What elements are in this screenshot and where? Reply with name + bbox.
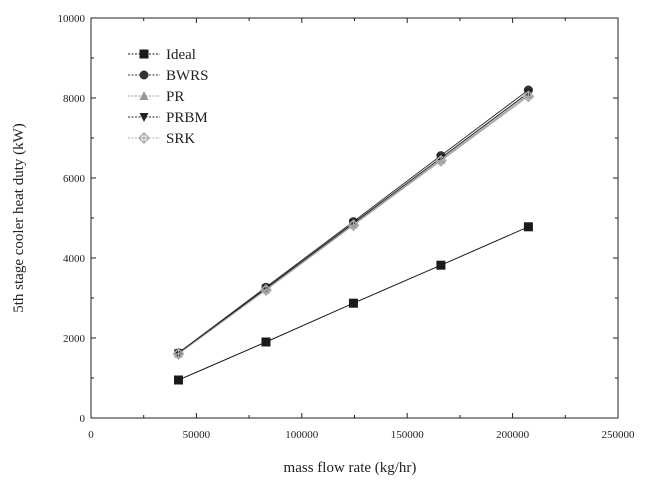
x-tick-label: 100000 [285, 429, 319, 441]
data-point-srk-outline [522, 90, 535, 103]
legend-marker-pr [139, 91, 149, 100]
data-point-srk [259, 284, 272, 296]
data-point-srk [522, 90, 535, 103]
y-axis-title: 5th stage cooler heat duty (kW) [11, 123, 27, 313]
data-point-ideal [348, 298, 358, 308]
legend-item-ideal: Ideal [128, 47, 196, 63]
legend-marker-srk [138, 132, 150, 144]
y-tick-label: 6000 [63, 173, 86, 185]
legend-item-pr: PR [128, 89, 184, 105]
series-ideal [173, 222, 533, 385]
y-tick-label: 4000 [63, 253, 86, 265]
series-layer [172, 85, 535, 385]
x-tick-label: 250000 [602, 429, 636, 441]
data-point-srk-outline [347, 219, 360, 232]
legend-marker-bwrs [139, 70, 149, 80]
legend-item-srk: SRK [128, 131, 195, 147]
legend-label-pr: PR [166, 89, 184, 105]
data-point-ideal [436, 260, 446, 270]
legend-label-bwrs: BWRS [166, 68, 209, 84]
data-point-srk [434, 154, 447, 167]
legend-label-ideal: Ideal [166, 47, 196, 63]
legend-marker-prbm [139, 113, 149, 122]
x-tick-label: 50000 [183, 429, 211, 441]
data-point-ideal [523, 222, 533, 232]
legend-marker-ideal [139, 49, 149, 59]
legend-label-srk: SRK [166, 131, 195, 147]
legend-item-bwrs: BWRS [128, 68, 209, 84]
data-point-srk [172, 348, 185, 360]
legend-item-prbm: PRBM [128, 110, 208, 126]
x-axis-title: mass flow rate (kg/hr) [284, 460, 417, 476]
x-tick-label: 200000 [496, 429, 530, 441]
legend-label-prbm: PRBM [166, 110, 208, 126]
y-tick-label: 2000 [63, 333, 86, 345]
y-tick-label: 10000 [58, 13, 86, 25]
data-point-srk-outline [434, 154, 447, 167]
y-tick-label: 8000 [63, 93, 86, 105]
x-axis: 0 50000 100000 150000 200000 250000 [88, 18, 635, 441]
series-srk [172, 90, 535, 360]
data-point-ideal [173, 375, 183, 385]
legend: Ideal BWRS PR PRBM SRK [128, 47, 209, 147]
data-point-ideal [261, 337, 271, 347]
data-point-srk-outline [259, 284, 272, 296]
x-tick-label: 150000 [391, 429, 425, 441]
legend-marker-srk-outline [138, 132, 150, 144]
y-tick-label: 0 [80, 413, 86, 425]
data-point-srk-outline [172, 348, 185, 360]
y-axis: 0 2000 4000 6000 8000 10000 [58, 13, 618, 425]
x-tick-label: 0 [88, 429, 94, 441]
data-point-srk [347, 219, 360, 232]
